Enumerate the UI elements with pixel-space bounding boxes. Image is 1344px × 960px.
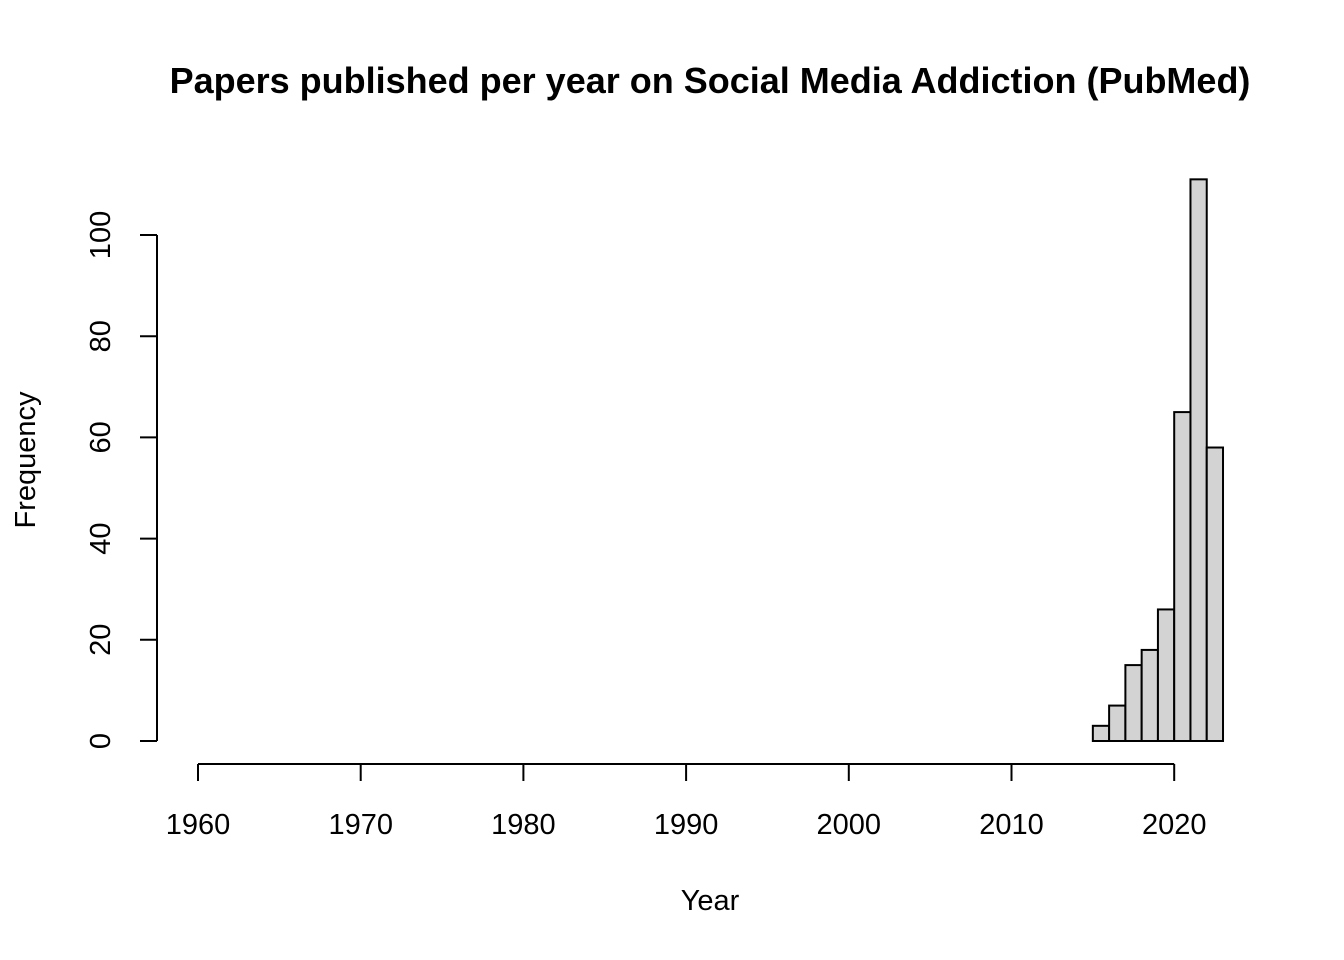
x-tick-label-2020: 2020: [1142, 809, 1207, 841]
chart-title: Papers published per year on Social Medi…: [170, 60, 1251, 101]
y-axis: 0 20 40 60 80 100: [85, 211, 158, 749]
bar-2019: [1156, 608, 1176, 742]
y-tick-label-20: 20: [85, 624, 117, 656]
bar-2021: [1189, 178, 1208, 742]
y-tick-label-80: 80: [85, 320, 117, 352]
y-tick-label-0: 0: [85, 733, 117, 749]
bar-2022: [1205, 446, 1225, 742]
bar-2017: [1124, 664, 1143, 742]
bar-2018: [1140, 648, 1159, 742]
bar-2015: [1091, 724, 1111, 743]
histogram-bars: [1091, 178, 1225, 743]
y-tick-label-40: 40: [85, 522, 117, 554]
bar-2016: [1108, 704, 1127, 743]
x-axis-label: Year: [681, 885, 740, 917]
bar-2020: [1173, 411, 1192, 742]
y-tick-label-100: 100: [85, 211, 117, 259]
x-tick-label-2000: 2000: [817, 809, 882, 841]
x-tick-label-1960: 1960: [166, 809, 231, 841]
y-tick-label-60: 60: [85, 421, 117, 453]
x-tick-label-1980: 1980: [491, 809, 556, 841]
x-tick-label-2010: 2010: [979, 809, 1044, 841]
x-tick-label-1990: 1990: [654, 809, 719, 841]
x-tick-label-1970: 1970: [328, 809, 393, 841]
y-axis-label: Frequency: [10, 391, 42, 529]
x-axis: 1960 1970 1980 1990 2000 2010 2020: [166, 763, 1207, 841]
